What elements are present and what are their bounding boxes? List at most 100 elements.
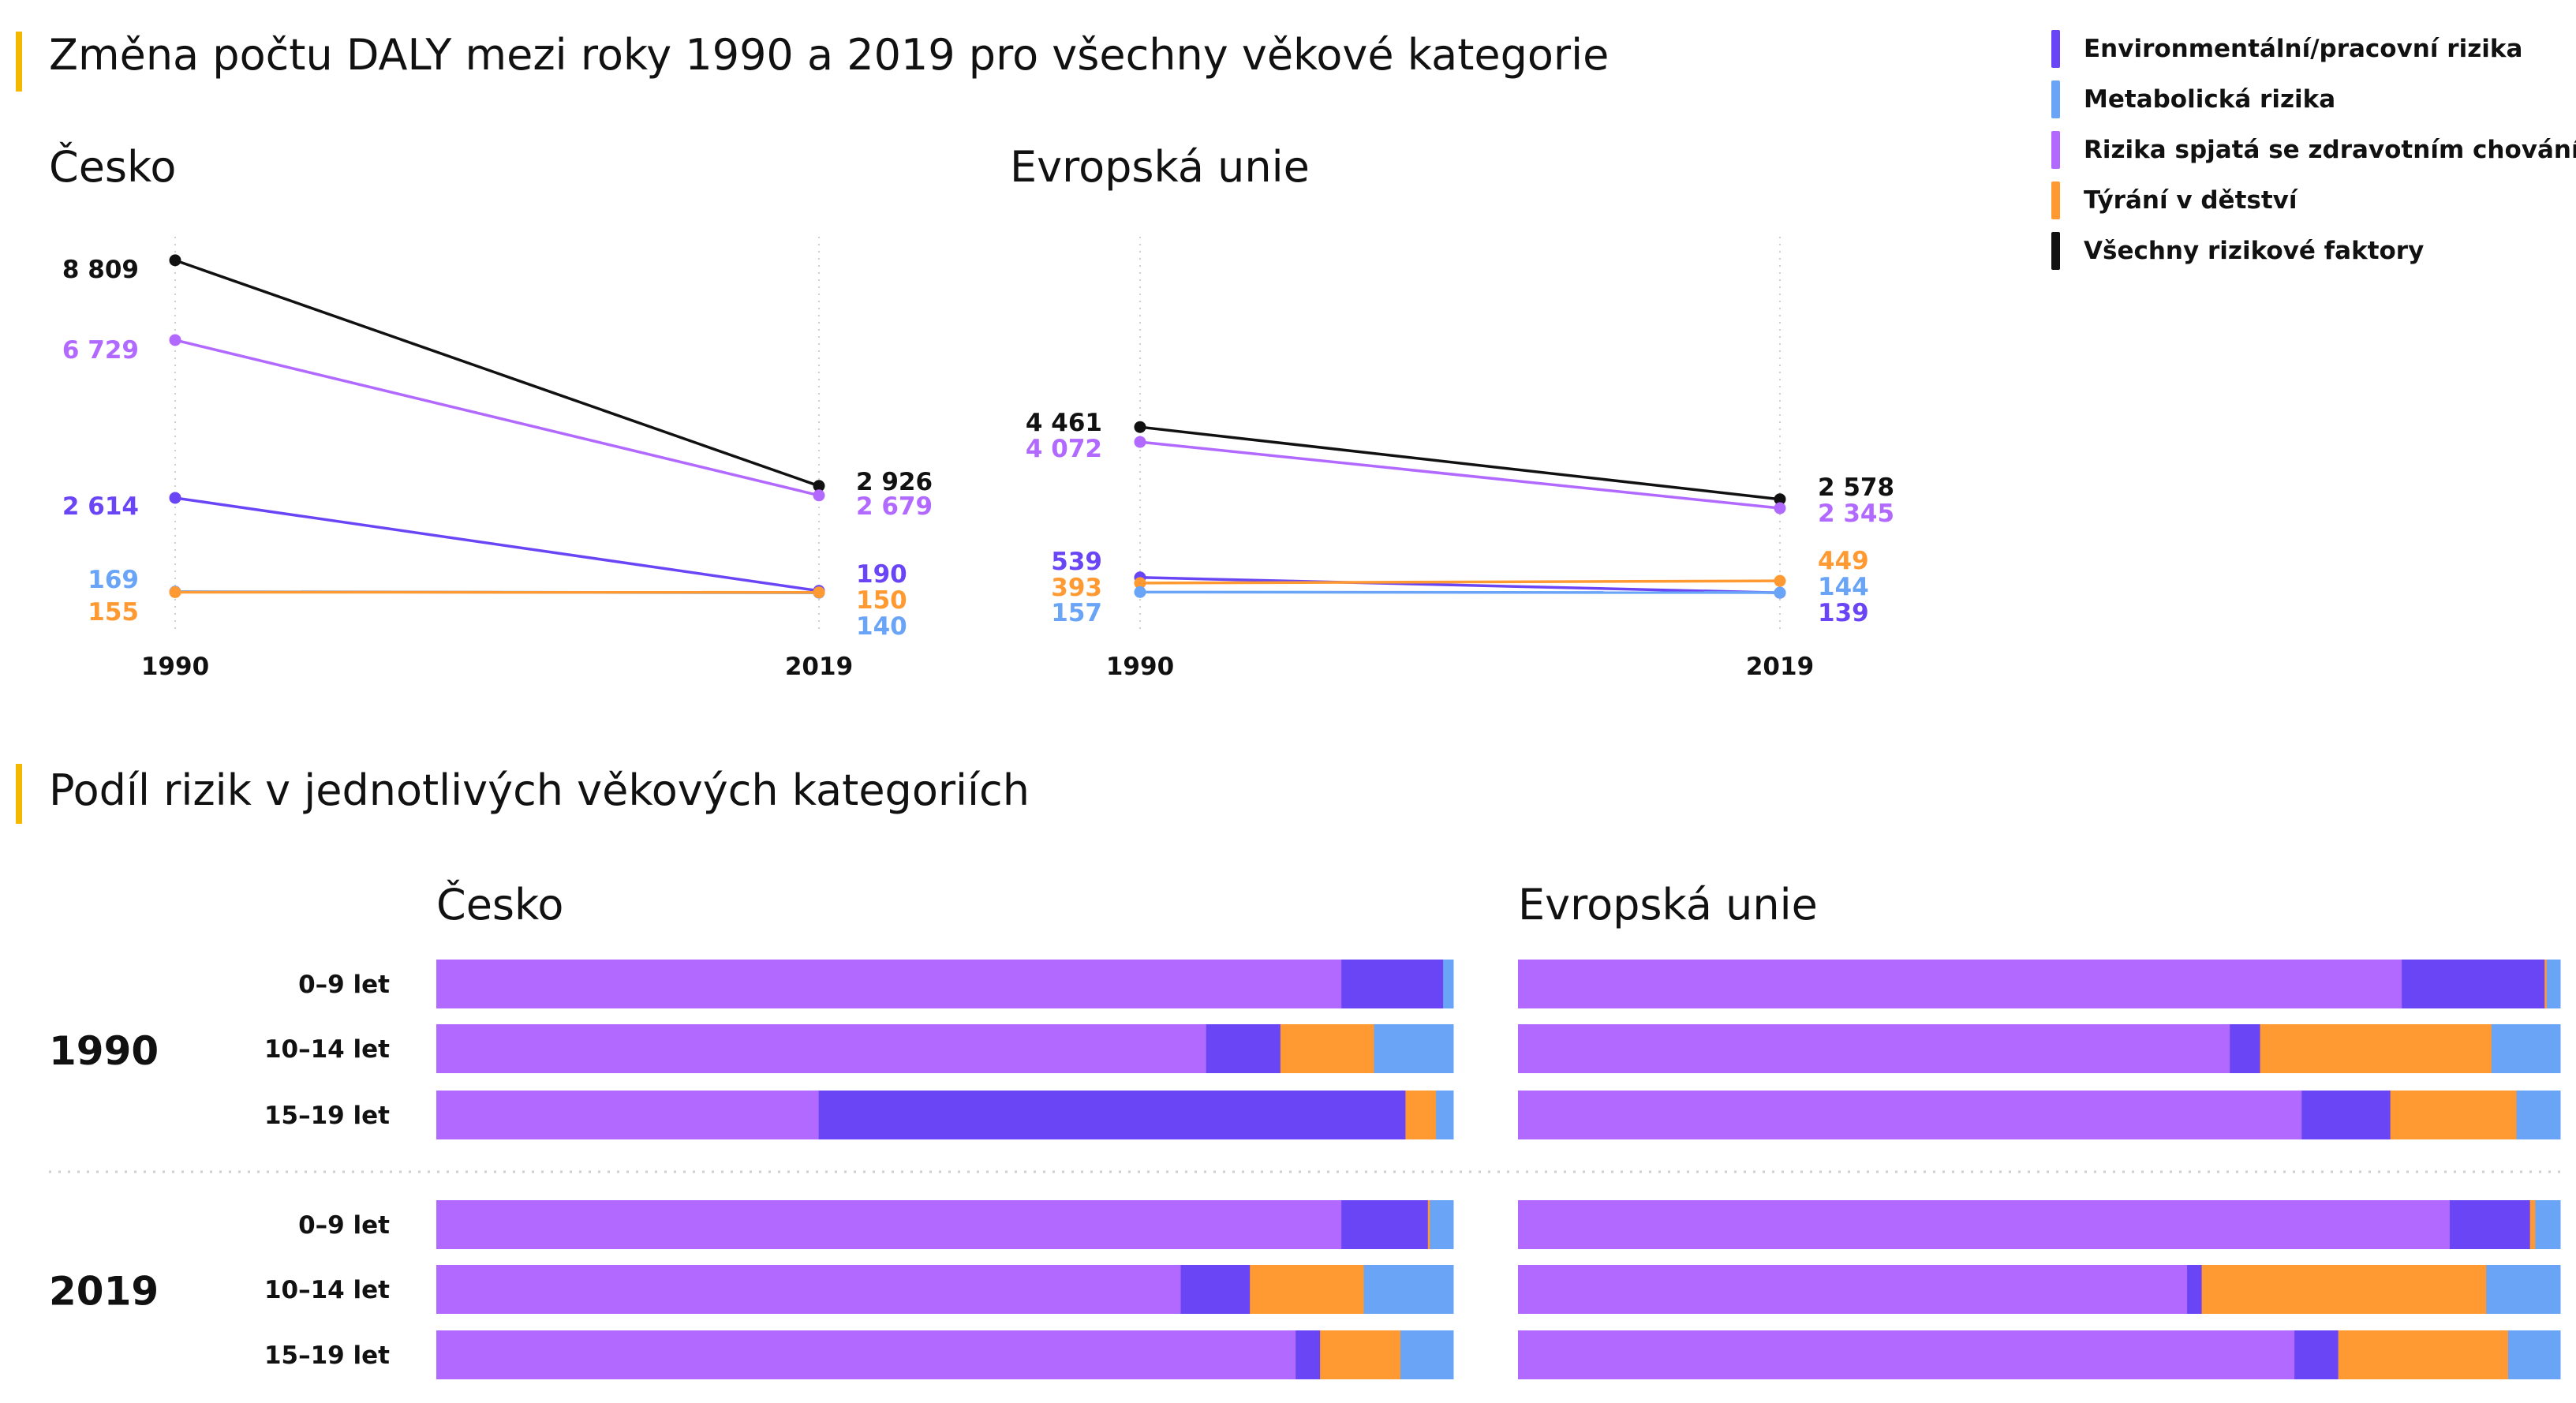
eu-label-behav-end: 2 345 [1818,499,1894,528]
eu-bar-segment-2019-1-env [2187,1265,2203,1314]
cz-bar-segment-1990-2-behav [436,1091,820,1139]
cz-bar-segment-1990-0-env [1341,960,1444,1008]
eu-bar-segment-1990-1-abuse [2260,1024,2492,1073]
cz-point-behav-1990 [169,334,181,346]
eu-bar-segment-2019-2-abuse [2338,1330,2509,1379]
cz-label-all-end: 2 926 [856,468,933,496]
bar-chart-cz-title: Česko [436,880,564,930]
cz-series-line-behav [174,339,820,497]
legend-item-meta: Metabolická rizika [2051,74,2576,125]
cz-label-env-end: 190 [856,560,907,589]
cz-bar-segment-2019-1-behav [436,1265,1182,1314]
eu-bar-segment-2019-2-meta [2507,1330,2561,1379]
cz-x-tick-1990: 1990 [141,653,209,681]
bar-year-label-1990: 1990 [49,1028,159,1074]
legend-swatch [2051,80,2060,118]
eu-label-meta-end: 144 [1818,573,1869,601]
eu-x-tick-2019: 2019 [1746,653,1814,681]
cz-bar-segment-2019-1-env [1180,1265,1251,1314]
cz-bar-segment-2019-0-env [1341,1200,1429,1249]
legend-swatch [2051,232,2060,270]
eu-series-line-abuse [1139,579,1781,585]
cz-label-behav-start: 6 729 [62,336,139,365]
legend-item-all: Všechny rizikové faktory [2051,226,2576,276]
eu-bar-segment-2019-0-behav [1518,1200,2451,1249]
eu-label-all-start: 4 461 [1026,409,1102,437]
eu-bar-segment-1990-2-meta [2516,1091,2561,1139]
eu-bar-segment-2019-1-behav [1518,1265,2188,1314]
eu-label-abuse-start: 393 [1051,574,1102,602]
bar-row-label-1990-1: 10–14 let [264,1035,390,1064]
legend: Environmentální/pracovní rizika Metabolic… [2051,24,2576,276]
bar-chart-eu-title: Evropská unie [1518,880,1818,930]
cz-bar-segment-1990-1-env [1206,1024,1281,1073]
eu-label-env-end: 139 [1818,599,1869,627]
cz-label-env-start: 2 614 [62,492,139,521]
cz-bar-segment-2019-1-meta [1363,1265,1454,1314]
line-chart-eu: 1990 2019 4 461 2 578 4 072 2 345 539 139 393 449… [1026,237,1894,681]
eu-series-line-meta [1139,590,1781,594]
legend-label: Rizika spjatá se zdravotním chováním [2084,136,2576,164]
eu-bar-segment-2019-2-behav [1518,1330,2295,1379]
eu-bar-segment-1990-0-meta [2546,960,2561,1008]
eu-point-all-1990 [1134,421,1146,433]
cz-bar-segment-2019-1-abuse [1250,1265,1365,1314]
legend-swatch [2051,30,2060,68]
cz-bar-segment-2019-2-behav [436,1330,1296,1379]
line-chart-cz-title: Česko [49,142,177,192]
legend-swatch [2051,181,2060,219]
eu-label-all-end: 2 578 [1818,473,1894,502]
eu-bar-segment-1990-0-env [2402,960,2545,1008]
eu-bar-segment-2019-1-meta [2486,1265,2561,1314]
cz-label-abuse-end: 150 [856,586,907,615]
eu-bar-segment-2019-0-abuse [2529,1200,2536,1249]
legend-label: Všechny rizikové faktory [2084,237,2425,265]
eu-point-behav-1990 [1134,436,1146,448]
bar-row-label-1990-2: 15–19 let [264,1102,390,1130]
eu-bar-segment-1990-0-abuse [2544,960,2548,1008]
cz-bar-segment-1990-1-meta [1374,1024,1454,1073]
eu-bar-segment-1990-1-env [2230,1024,2261,1073]
cz-x-tick-2019: 2019 [785,653,853,681]
legend-item-env: Environmentální/pracovní rizika [2051,24,2576,74]
cz-bar-segment-1990-1-abuse [1280,1024,1374,1073]
legend-label: Metabolická rizika [2084,85,2336,114]
legend-label: Environmentální/pracovní rizika [2084,35,2523,63]
eu-bar-segment-1990-2-env [2301,1091,2391,1139]
eu-bar-segment-1990-0-behav [1518,960,2402,1008]
cz-point-abuse-1990 [169,586,181,598]
cz-point-all-1990 [169,254,181,267]
cz-series-line-env [174,496,820,593]
cz-bar-segment-1990-0-behav [436,960,1342,1008]
cz-point-all-2019 [813,480,825,492]
bar-row-label-2019-0: 0–9 let [298,1211,390,1240]
cz-bar-segment-1990-0-meta [1443,960,1454,1008]
cz-point-abuse-2019 [813,586,825,599]
cz-bar-segment-2019-2-abuse [1320,1330,1401,1379]
cz-point-env-1990 [169,492,181,504]
eu-bar-segment-2019-1-abuse [2201,1265,2487,1314]
title-accent-bar-2 [16,764,22,824]
cz-bar-segment-2019-0-abuse [1427,1200,1430,1249]
line-chart-eu-title: Evropská unie [1010,142,1310,192]
eu-series-line-behav [1139,440,1781,510]
cz-label-meta-end: 140 [856,612,907,641]
cz-label-abuse-start: 155 [88,598,139,627]
cz-point-behav-2019 [813,489,825,502]
legend-item-abuse: Týrání v dětství [2051,175,2576,226]
title-accent-bar [16,32,22,92]
cz-bar-segment-2019-2-env [1295,1330,1321,1379]
eu-series-line-all [1139,425,1781,501]
section-title-shares: Podíl rizik v jednotlivých věkových kate… [49,765,1030,815]
cz-bar-segment-2019-0-meta [1430,1200,1454,1249]
cz-series-line-all [174,259,820,488]
cz-bar-segment-1990-2-meta [1436,1091,1454,1139]
eu-label-abuse-end: 449 [1818,547,1869,575]
eu-x-tick-1990: 1990 [1106,653,1174,681]
bar-year-label-2019: 2019 [49,1269,159,1315]
cz-bar-segment-2019-2-meta [1400,1330,1454,1379]
eu-series-line-env [1139,576,1781,594]
legend-label: Týrání v dětství [2084,186,2297,215]
eu-bar-segment-2019-2-env [2294,1330,2339,1379]
